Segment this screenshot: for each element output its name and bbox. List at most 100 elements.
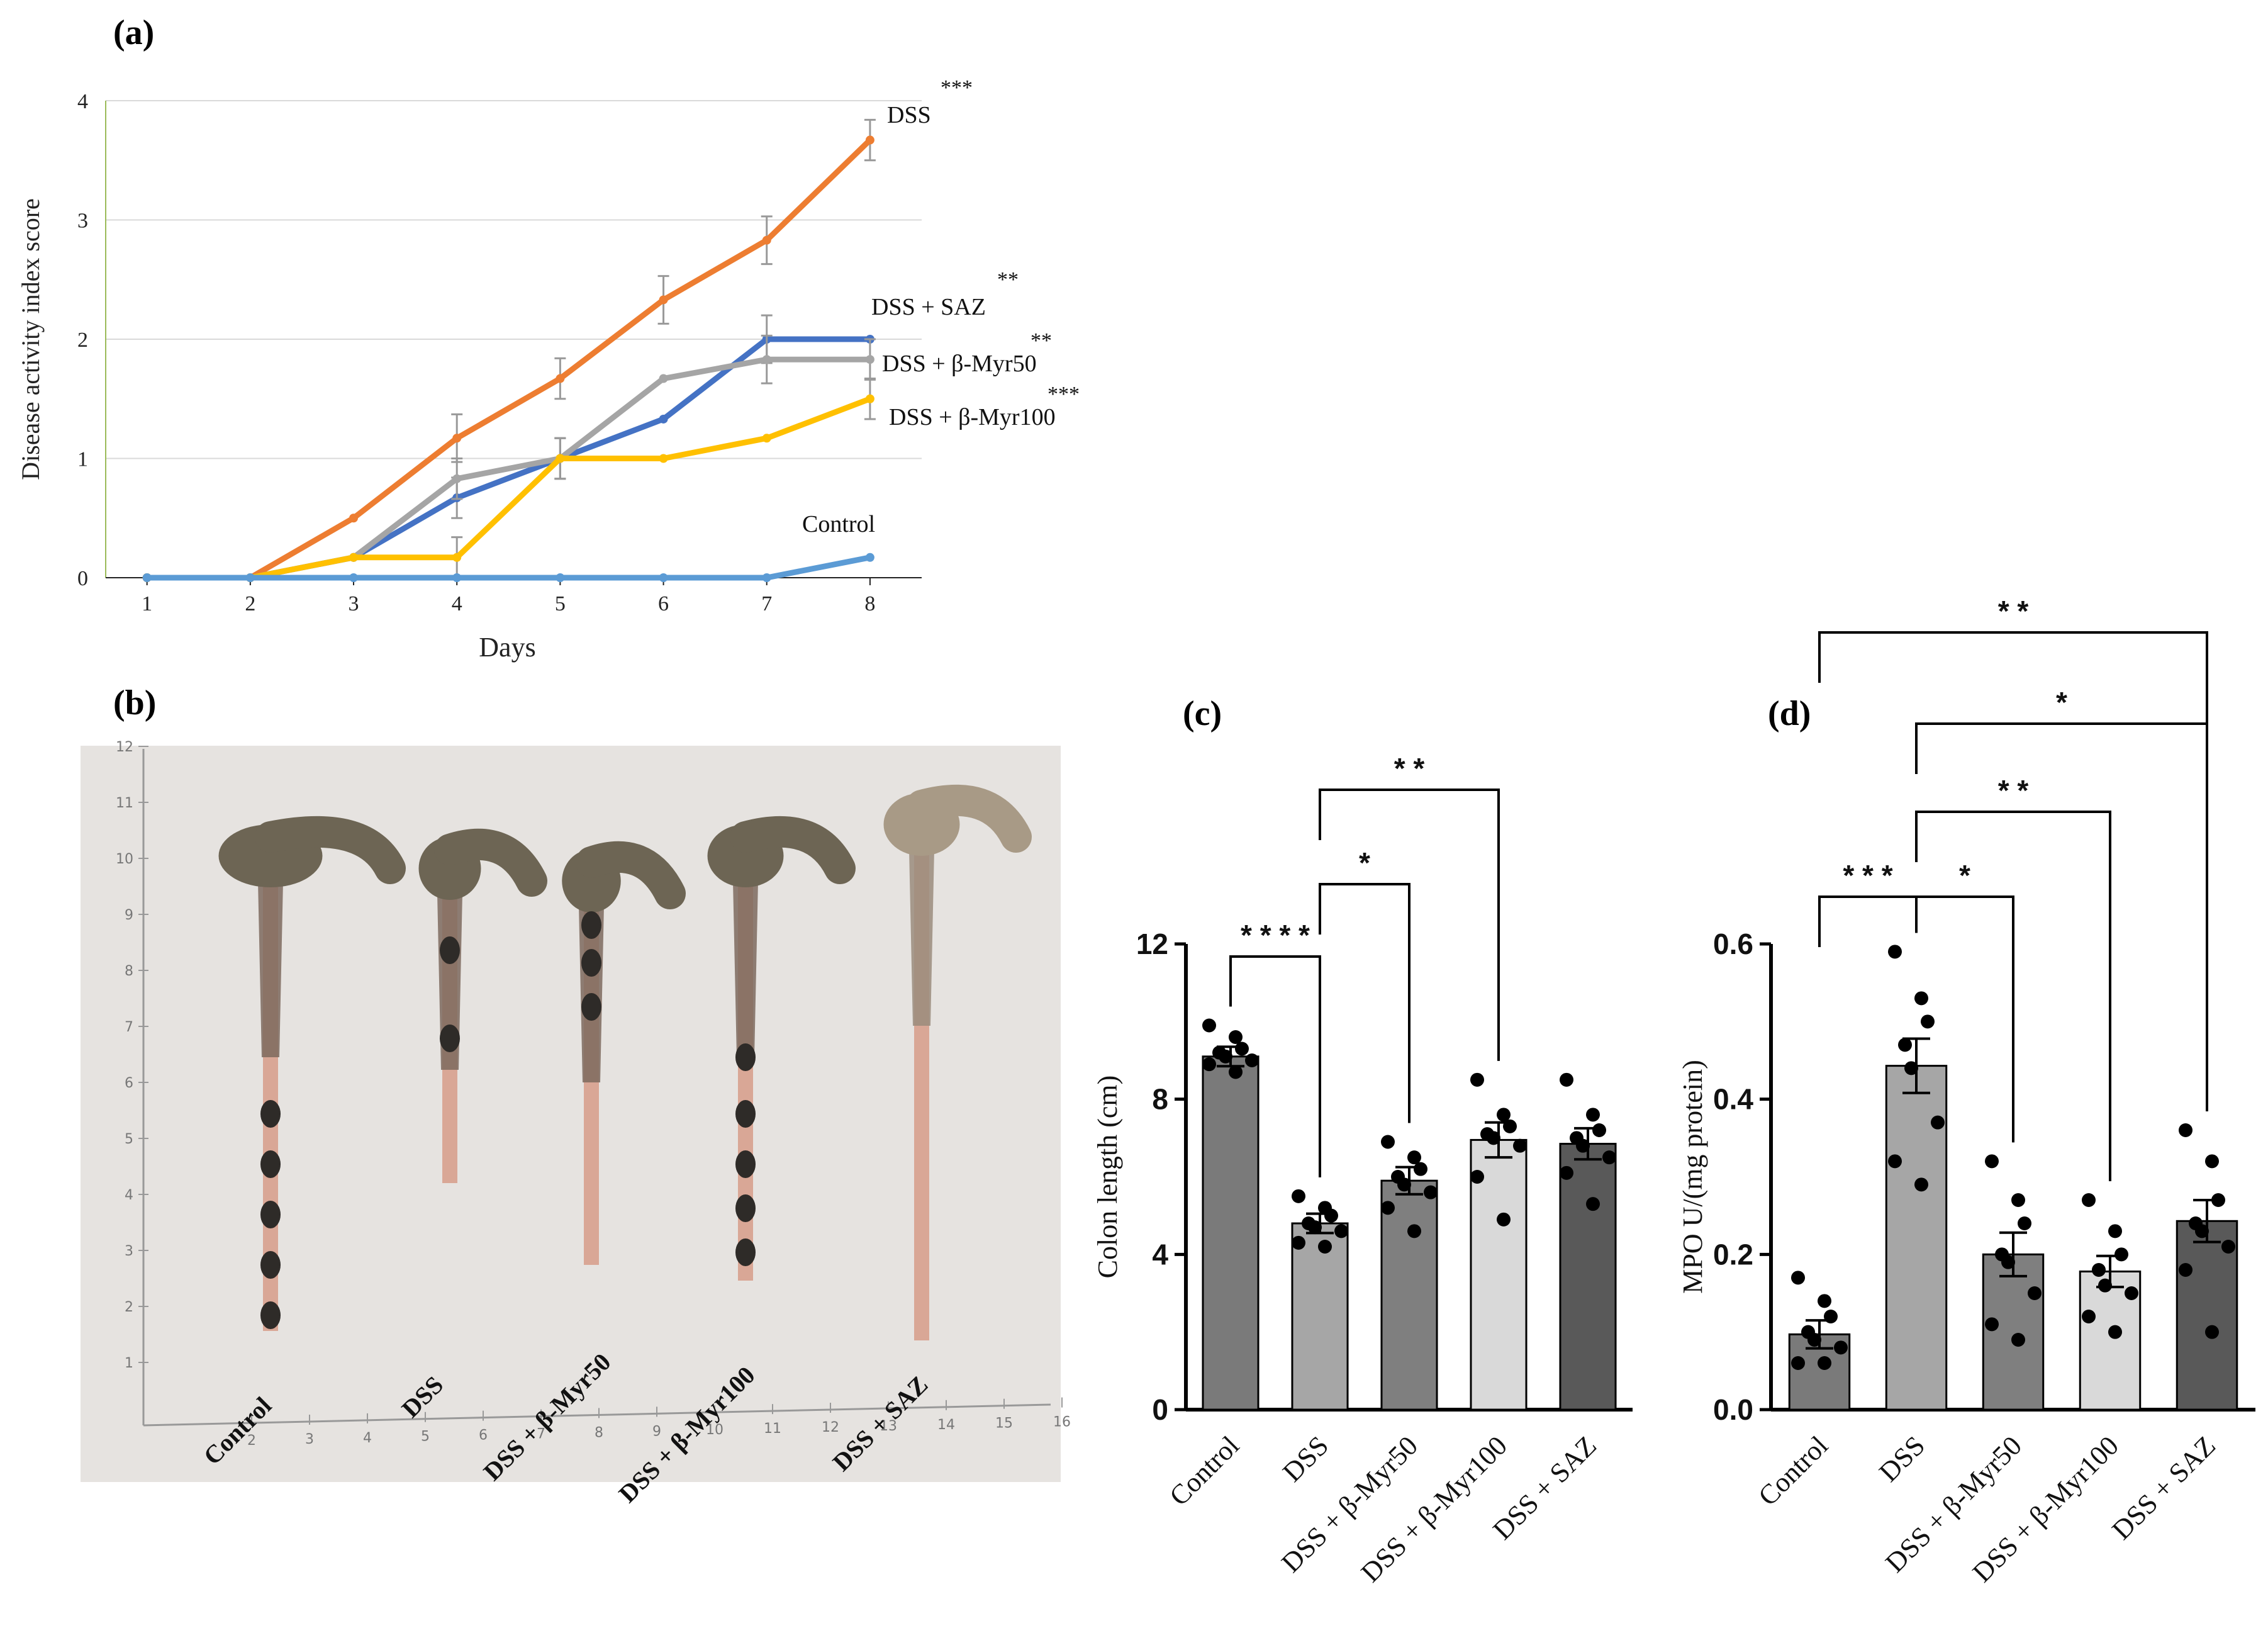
category-label: Control (1163, 1430, 1245, 1512)
ruler-x-label: 16 (1053, 1415, 1071, 1430)
ruler-y-label: 11 (116, 795, 133, 811)
individual-point (1791, 1271, 1805, 1285)
series-line-3 (147, 396, 871, 581)
data-point (762, 355, 771, 364)
individual-point (1807, 1333, 1821, 1347)
individual-point (1592, 1123, 1606, 1137)
ruler-x-label: 10 (706, 1422, 723, 1438)
fecal-pellet (440, 936, 460, 964)
ruler-y-label: 2 (125, 1300, 133, 1315)
cecum-hook (576, 841, 686, 909)
x-tick-label: 4 (452, 592, 462, 615)
data-point (659, 414, 668, 424)
individual-point (2108, 1325, 2122, 1339)
data-point (556, 573, 565, 582)
data-point (659, 454, 668, 463)
individual-point (2018, 1216, 2031, 1230)
series-label: DSS + β-Myr100 (889, 404, 1056, 430)
data-point (349, 514, 359, 523)
significance-label: * * (1998, 595, 2029, 627)
data-point (245, 573, 255, 582)
ruler-horizontal (143, 1403, 1051, 1427)
bar-2 (1380, 1179, 1438, 1411)
category-label: DSS + SAZ (2106, 1430, 2221, 1546)
y-tick-label: 0.0 (1713, 1393, 1753, 1426)
y-tick-label: 0.4 (1713, 1083, 1753, 1116)
ruler-x-label: 9 (652, 1423, 661, 1439)
x-tick-label: 3 (349, 592, 359, 615)
y-tick-label: 0 (1152, 1393, 1168, 1426)
ruler-x-label: 5 (421, 1429, 430, 1445)
individual-point (1985, 1317, 1999, 1332)
data-point (659, 295, 668, 305)
y-tick-label: 0 (77, 567, 88, 590)
ruler-x-label: 7 (537, 1427, 545, 1442)
ruler-y-label: 12 (116, 739, 133, 755)
colon-proximal (437, 894, 462, 1070)
y-axis-title: Disease activity index score (16, 198, 45, 480)
significance-label: * (1448, 0, 1460, 6)
ruler-y-label: 4 (125, 1187, 133, 1203)
bar-1 (1291, 1222, 1349, 1411)
individual-point (1560, 1072, 1573, 1087)
individual-point (1824, 1310, 1838, 1323)
individual-point (1381, 1201, 1395, 1215)
series-line-2 (147, 356, 870, 581)
individual-point (2205, 1325, 2219, 1339)
series-significance: ** (997, 268, 1019, 291)
series-label: DSS + SAZ (871, 294, 986, 320)
ruler-x-label: 11 (764, 1421, 781, 1437)
individual-point (2179, 1263, 2193, 1277)
category-label: DSS (1276, 1430, 1334, 1488)
individual-point (2125, 1286, 2138, 1300)
significance-label: * * * (1843, 859, 1892, 892)
individual-point (2011, 1193, 2025, 1207)
individual-point (1318, 1240, 1332, 1254)
individual-point (1334, 1224, 1348, 1238)
y-tick-label: 3 (77, 210, 88, 233)
fecal-pellet (735, 1043, 756, 1071)
data-point (659, 374, 668, 383)
panel-label-b: (b) (113, 683, 156, 722)
significance-bracket (1319, 789, 1500, 1061)
individual-point (1818, 1294, 1831, 1308)
ruler-x-label: 2 (247, 1433, 256, 1449)
cecum-hook (434, 828, 547, 897)
data-point (556, 374, 565, 383)
bar-0 (1202, 1055, 1260, 1411)
ruler-x-label: 13 (880, 1418, 897, 1434)
y-tick-label: 1 (77, 448, 88, 471)
data-point (865, 553, 874, 562)
individual-point (1898, 1038, 1912, 1052)
panel-label-a: (a) (113, 13, 154, 52)
fecal-pellet (260, 1301, 281, 1329)
y-tick-label: 2 (77, 328, 88, 352)
series-label: DSS + β-Myr50 (882, 351, 1037, 377)
bar-3 (1470, 1138, 1528, 1411)
x-tick-label: 8 (864, 592, 875, 615)
disease-activity-line-chart: 0 1 2 3 4 1 2 3 4 5 6 7 8 Days Disease activity index … (16, 76, 1080, 663)
x-tick-label: 7 (761, 592, 772, 615)
fecal-pellet (735, 1194, 756, 1222)
individual-point (1560, 1165, 1573, 1180)
series-significance: *** (941, 76, 973, 99)
x-tick-label: 6 (658, 592, 669, 615)
series-label: DSS (887, 102, 931, 128)
individual-point (1487, 1131, 1500, 1145)
series-significance: *** (1047, 383, 1080, 406)
category-label: Control (1752, 1430, 1834, 1512)
data-point (865, 394, 874, 403)
fecal-pellet (260, 1251, 281, 1279)
individual-point (1292, 1189, 1305, 1203)
fecal-pellet (260, 1150, 281, 1178)
y-tick-label: 0.2 (1713, 1238, 1753, 1271)
individual-point (1202, 1018, 1216, 1033)
individual-point (2011, 1333, 2025, 1347)
individual-point (1497, 1212, 1511, 1227)
individual-point (1513, 1138, 1527, 1153)
data-point (556, 454, 565, 463)
individual-point (1497, 1108, 1511, 1122)
individual-point (2221, 1240, 2235, 1254)
